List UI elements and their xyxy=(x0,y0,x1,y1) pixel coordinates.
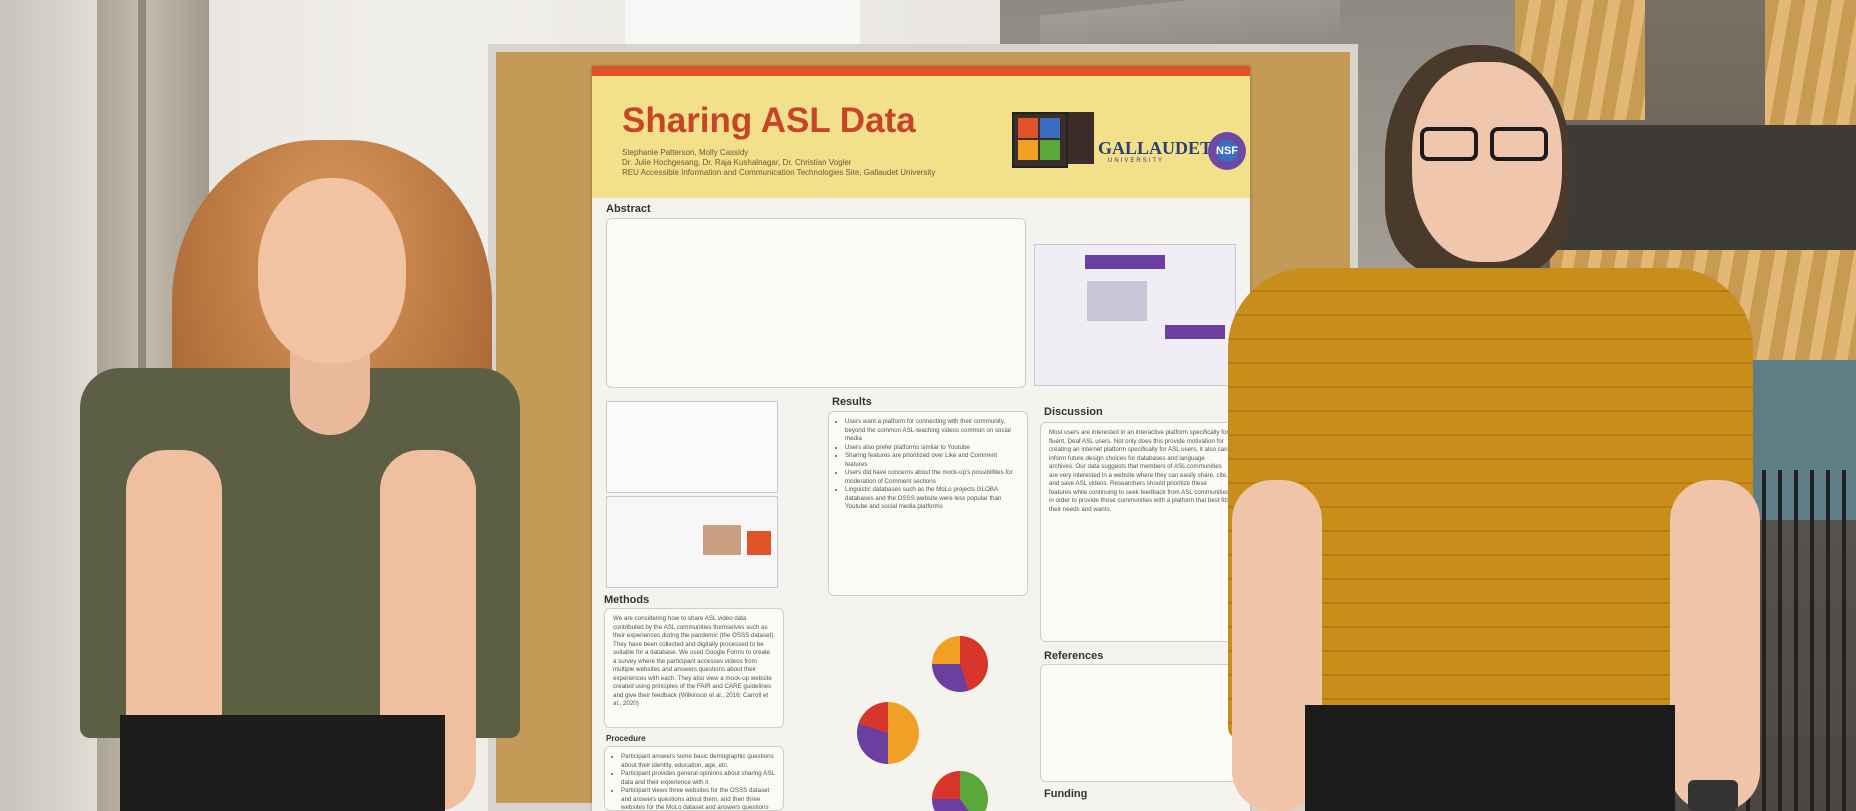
video-thumbnails xyxy=(703,525,741,555)
poster-title: Sharing ASL Data xyxy=(622,101,916,140)
results-pie-chart xyxy=(932,771,988,811)
abstract-text xyxy=(606,218,1026,388)
authors-line: Stephanie Patterson, Molly Cassidy xyxy=(622,148,749,157)
research-poster: Sharing ASL Data Stephanie Patterson, Mo… xyxy=(592,66,1250,811)
wood-panel xyxy=(1765,0,1856,130)
dark-beam xyxy=(1545,125,1856,255)
survey-screenshot xyxy=(606,401,778,493)
person-left-pants xyxy=(120,715,445,811)
results-heading: Results xyxy=(832,396,872,408)
results-item: Users want a platform for connecting wit… xyxy=(845,418,1019,444)
website-screenshot xyxy=(1034,244,1236,386)
references-text xyxy=(1040,664,1240,782)
mockup-button xyxy=(1165,325,1225,339)
discussion-text: Most users are interested in an interact… xyxy=(1040,422,1240,642)
abstract-heading: Abstract xyxy=(606,203,651,215)
results-item: Users also prefer platforms similar to Y… xyxy=(845,444,1019,453)
person-right-pants xyxy=(1305,705,1675,811)
film-logo-icon xyxy=(1012,112,1068,168)
gallaudet-logo: GALLAUDET xyxy=(1098,138,1213,158)
discussion-heading: Discussion xyxy=(1044,406,1103,418)
person-right-face xyxy=(1412,62,1562,262)
procedure-heading: Procedure xyxy=(606,734,646,743)
mockup-header xyxy=(1085,255,1165,269)
results-pie-chart xyxy=(932,636,988,692)
procedure-item: Participant answers some basic demograph… xyxy=(621,753,775,770)
nsf-logo-icon: NSF xyxy=(1208,132,1246,170)
poster-banner: Sharing ASL Data Stephanie Patterson, Mo… xyxy=(592,66,1250,198)
person-left-face xyxy=(258,178,406,363)
watch-icon xyxy=(1688,780,1738,811)
methods-heading: Methods xyxy=(604,594,650,606)
procedure-item: Participant provides general opinions ab… xyxy=(621,770,775,787)
results-pie-chart xyxy=(857,702,919,764)
film-strip-icon xyxy=(1068,112,1094,164)
poster-authors: Stephanie Patterson, Molly Cassidy Dr. J… xyxy=(622,148,982,178)
authors-line: REU Accessible Information and Communica… xyxy=(622,168,936,177)
authors-line: Dr. Julie Hochgesang, Dr. Raja Kushalnag… xyxy=(622,158,852,167)
procedure-item: Participant views three websites for the… xyxy=(621,787,775,810)
procedure-list: Participant answers some basic demograph… xyxy=(604,746,784,811)
mockup-screenshot xyxy=(606,496,778,588)
methods-text: We are considering how to share ASL vide… xyxy=(604,608,784,728)
results-item: Sharing features are prioritized over Li… xyxy=(845,452,1019,469)
references-heading: References xyxy=(1044,650,1104,662)
results-item: Users did have concerns about the mock-u… xyxy=(845,469,1019,486)
red-box xyxy=(747,531,771,555)
results-list: Users want a platform for connecting wit… xyxy=(828,411,1028,596)
glasses-icon xyxy=(1420,127,1560,163)
mockup-video xyxy=(1087,281,1147,321)
funding-heading: Funding xyxy=(1044,788,1088,800)
gallaudet-logo-sub: UNIVERSITY xyxy=(1108,158,1165,164)
results-item: Linguistic databases such as the MoLo pr… xyxy=(845,486,1019,512)
person-right-arm xyxy=(1670,480,1760,811)
